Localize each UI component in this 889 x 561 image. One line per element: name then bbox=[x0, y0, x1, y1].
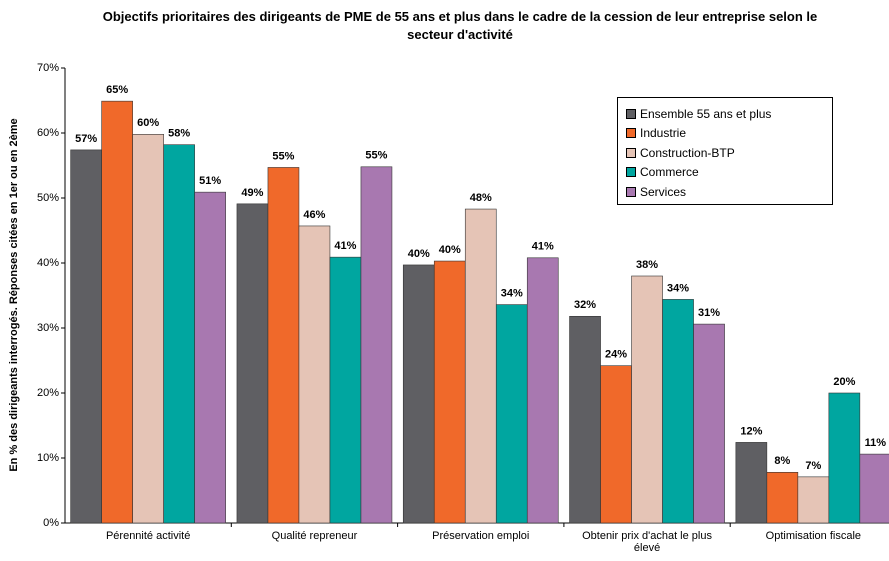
value-label: 55% bbox=[272, 150, 294, 162]
value-label: 8% bbox=[774, 455, 790, 467]
legend-swatch bbox=[626, 128, 636, 139]
value-label: 49% bbox=[241, 187, 263, 199]
legend-swatch bbox=[626, 108, 636, 119]
bar bbox=[526, 257, 559, 524]
bar bbox=[402, 264, 435, 524]
legend-entry: Services bbox=[626, 182, 832, 202]
value-label: 40% bbox=[408, 248, 430, 260]
bar bbox=[433, 260, 466, 524]
x-tick-label: Pérennité activité bbox=[105, 530, 191, 542]
bar bbox=[132, 134, 164, 524]
bar bbox=[101, 100, 133, 524]
bar bbox=[600, 365, 632, 524]
bar bbox=[631, 275, 663, 524]
bar bbox=[828, 392, 861, 524]
legend-label: Services bbox=[640, 184, 687, 199]
legend-entry: Industrie bbox=[626, 124, 832, 144]
legend-label: Construction-BTP bbox=[640, 145, 735, 160]
x-tick-label: Préservation emploi bbox=[432, 530, 530, 542]
x-tick-label: Qualité repreneur bbox=[271, 530, 358, 542]
y-tick-label: 50% bbox=[37, 192, 59, 204]
value-label: 24% bbox=[605, 349, 627, 361]
x-tick-label: Optimisation fiscale bbox=[765, 530, 862, 542]
legend-label: Ensemble 55 ans et plus bbox=[640, 106, 772, 121]
legend: Ensemble 55 ans et plus Industrie Construc… bbox=[617, 97, 833, 205]
value-label: 58% bbox=[168, 128, 190, 140]
bar bbox=[735, 442, 768, 524]
bar bbox=[329, 256, 362, 524]
chart-title: Objectifs prioritaires des dirigeants de… bbox=[102, 9, 818, 42]
value-label: 51% bbox=[199, 175, 221, 187]
bar bbox=[569, 315, 601, 524]
y-tick-label: 0% bbox=[43, 517, 59, 529]
y-axis-label: En % des dirigeants interrogés. Réponses… bbox=[8, 118, 20, 471]
bar bbox=[194, 191, 226, 524]
y-tick-label: 60% bbox=[37, 127, 59, 139]
value-label: 40% bbox=[439, 244, 461, 256]
legend-entry: Commerce bbox=[626, 163, 832, 183]
bar bbox=[662, 299, 694, 524]
value-label: 57% bbox=[75, 133, 97, 145]
value-label: 32% bbox=[574, 299, 596, 311]
value-label: 65% bbox=[106, 84, 128, 96]
legend-entry: Ensemble 55 ans et plus bbox=[626, 104, 832, 124]
y-tick-label: 40% bbox=[37, 257, 59, 269]
bar bbox=[464, 208, 497, 524]
y-tick-label: 70% bbox=[37, 62, 59, 74]
value-label: 41% bbox=[532, 241, 554, 253]
bar bbox=[495, 304, 528, 524]
legend-swatch bbox=[626, 147, 636, 158]
bar bbox=[267, 167, 300, 524]
y-tick-label: 10% bbox=[37, 452, 59, 464]
value-label: 31% bbox=[698, 307, 720, 319]
legend-swatch bbox=[626, 186, 636, 197]
bar bbox=[70, 149, 102, 524]
value-label: 12% bbox=[740, 425, 762, 437]
bar bbox=[163, 144, 195, 524]
legend-swatch bbox=[626, 167, 636, 178]
value-label: 38% bbox=[636, 259, 658, 271]
value-label: 55% bbox=[365, 150, 387, 162]
value-label: 34% bbox=[501, 288, 523, 300]
value-label: 20% bbox=[833, 376, 855, 388]
y-tick-label: 20% bbox=[37, 387, 59, 399]
bar bbox=[693, 323, 725, 524]
legend-label: Commerce bbox=[640, 165, 699, 180]
bar bbox=[797, 476, 830, 524]
y-tick-label: 30% bbox=[37, 322, 59, 334]
legend-entry: Construction-BTP bbox=[626, 143, 832, 163]
legend-label: Industrie bbox=[640, 126, 687, 141]
value-label: 46% bbox=[303, 209, 325, 221]
bar bbox=[236, 203, 269, 524]
value-label: 41% bbox=[334, 240, 356, 252]
value-label: 60% bbox=[137, 117, 159, 129]
value-label: 34% bbox=[667, 282, 689, 294]
bar bbox=[859, 453, 889, 524]
bar bbox=[766, 471, 799, 524]
value-label: 48% bbox=[470, 192, 492, 204]
bar bbox=[298, 225, 331, 524]
value-label: 7% bbox=[805, 460, 821, 472]
value-label: 11% bbox=[865, 437, 887, 449]
x-tick-label: Obtenir prix d'achat le plus élevé bbox=[582, 530, 712, 554]
bar bbox=[360, 166, 393, 524]
